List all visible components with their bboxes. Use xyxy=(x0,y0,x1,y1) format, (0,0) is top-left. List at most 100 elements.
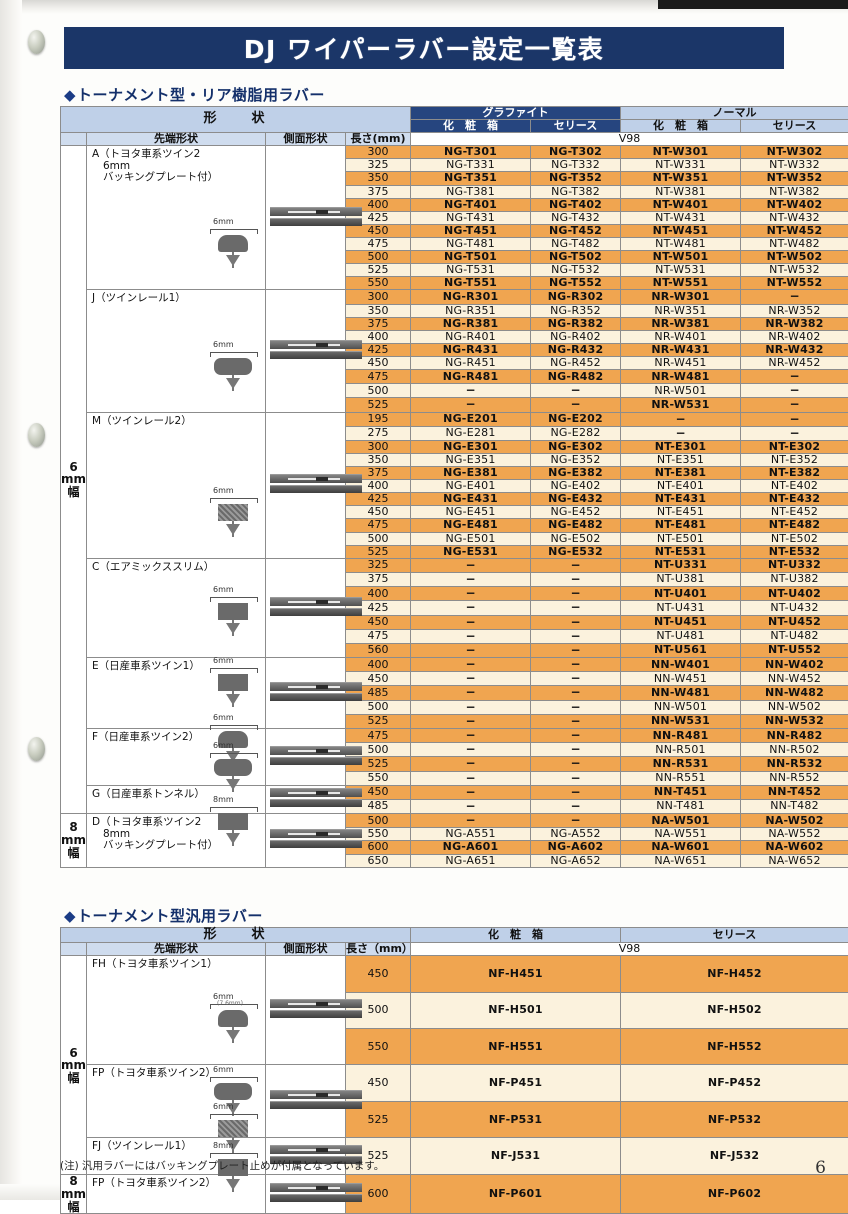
part-number-graphite-box: NG-E501 xyxy=(411,532,531,545)
part-number-normal-box: − xyxy=(621,426,741,440)
part-number-series: NF-H502 xyxy=(621,992,848,1028)
part-number-normal-box: NN-W481 xyxy=(621,686,741,700)
t2-header-box: 化 粧 箱 xyxy=(411,928,621,943)
part-number-normal-series: NR-W352 xyxy=(741,304,848,317)
length-cell: 525 xyxy=(346,545,411,558)
tip-body-shape xyxy=(218,235,248,252)
group-label: C（エアミックススリム） xyxy=(87,559,265,574)
tip-body-shape xyxy=(214,1083,252,1100)
part-number-graphite-box: NG-T431 xyxy=(411,211,531,224)
tip-width-label: 6mm xyxy=(213,657,234,666)
length-cell: 475 xyxy=(346,369,411,383)
part-number-normal-box: NT-E531 xyxy=(621,545,741,558)
part-number-graphite-box: NG-A651 xyxy=(411,854,531,867)
part-number-graphite-box: NG-T331 xyxy=(411,159,531,172)
part-number-graphite-series: NG-T332 xyxy=(531,159,621,172)
tip-width-caliper-icon xyxy=(210,352,258,357)
part-number-normal-box: NR-W381 xyxy=(621,317,741,330)
part-number-graphite-box: NG-E351 xyxy=(411,454,531,467)
rail-slot xyxy=(288,1149,340,1151)
length-cell: 325 xyxy=(346,558,411,572)
part-number-normal-box: − xyxy=(621,412,741,426)
part-number-graphite-box: − xyxy=(411,799,531,813)
binder-hole-2 xyxy=(28,423,45,447)
length-cell: 475 xyxy=(346,729,411,743)
side-shape-cell xyxy=(266,785,346,813)
header-graphite-box: 化 粧 箱 xyxy=(411,120,531,133)
length-cell: 500 xyxy=(346,814,411,828)
part-number-normal-series: NN-R502 xyxy=(741,743,848,757)
part-number-graphite-box: − xyxy=(411,686,531,700)
tip-width-label: 6mm xyxy=(213,487,234,496)
part-number-normal-series: NN-W482 xyxy=(741,686,848,700)
rail-nub xyxy=(316,1002,328,1006)
part-number-box: NF-H451 xyxy=(411,956,621,992)
part-number-graphite-series: − xyxy=(531,615,621,629)
part-number-graphite-series: − xyxy=(531,785,621,799)
part-number-graphite-box: NG-T351 xyxy=(411,172,531,185)
part-number-normal-series: NT-E302 xyxy=(741,440,848,453)
group-label: J（ツインレール1） xyxy=(87,290,265,305)
side-profile-drawing xyxy=(270,338,362,364)
part-number-graphite-box: NG-T401 xyxy=(411,198,531,211)
part-number-series: NF-P452 xyxy=(621,1065,848,1102)
tip-width-label: 6mm xyxy=(213,1066,234,1075)
part-number-graphite-series: NG-E202 xyxy=(531,412,621,426)
table2-head: 形 状 化 粧 箱 セリース 先端形状 側面形状 長さ（mm） V98 xyxy=(61,928,848,956)
part-number-normal-box: NT-W301 xyxy=(621,146,741,159)
tip-width-caliper-icon xyxy=(210,597,258,602)
part-number-graphite-series: NG-T302 xyxy=(531,146,621,159)
part-number-normal-series: NT-U482 xyxy=(741,629,848,643)
t2-header-v98: V98 xyxy=(411,943,848,956)
rail-slot xyxy=(288,1094,340,1096)
rail-slot xyxy=(288,792,340,794)
part-number-graphite-box: NG-R401 xyxy=(411,330,531,343)
part-number-graphite-series: NG-E532 xyxy=(531,545,621,558)
part-number-graphite-series: − xyxy=(531,700,621,714)
rail-nub xyxy=(316,749,328,753)
part-number-graphite-box: − xyxy=(411,629,531,643)
part-number-graphite-box: − xyxy=(411,658,531,672)
length-cell: 560 xyxy=(346,643,411,657)
tip-width-caliper-icon xyxy=(210,668,258,673)
part-number-normal-series: − xyxy=(741,426,848,440)
part-number-graphite-series: NG-E452 xyxy=(531,506,621,519)
tip-arrow xyxy=(226,779,240,790)
rail-lower xyxy=(270,757,362,765)
part-number-graphite-series: NG-A652 xyxy=(531,854,621,867)
header-row-3: 先端形状 側面形状 長さ(mm) V98 xyxy=(61,133,848,146)
side-shape-cell xyxy=(266,814,346,867)
length-cell: 375 xyxy=(346,317,411,330)
side-profile-drawing xyxy=(270,205,362,231)
rail-lower xyxy=(270,799,362,807)
t2-header-series: セリース xyxy=(621,928,848,943)
part-number-box: NF-P531 xyxy=(411,1101,621,1138)
part-number-normal-series: NT-W332 xyxy=(741,159,848,172)
part-number-series: NF-J532 xyxy=(621,1138,848,1175)
length-cell: 450 xyxy=(346,506,411,519)
section-one-title: トーナメント型・リア樹脂用ラバー xyxy=(77,86,325,104)
tip-width-label: 6mm xyxy=(213,586,234,595)
tip-body-shape xyxy=(214,759,252,776)
part-number-graphite-box: NG-T301 xyxy=(411,146,531,159)
part-number-series: NF-P532 xyxy=(621,1101,848,1138)
part-number-normal-box: NT-U381 xyxy=(621,572,741,586)
header-graphite-series: セリース xyxy=(531,120,621,133)
part-number-normal-box: NT-W481 xyxy=(621,237,741,250)
part-number-normal-series: NT-W482 xyxy=(741,237,848,250)
part-number-normal-box: NT-W551 xyxy=(621,277,741,290)
length-cell: 300 xyxy=(346,146,411,159)
tip-arrow xyxy=(226,1030,240,1041)
tip-shape-cell: M（ツインレール2）6mm xyxy=(87,412,266,558)
part-number-graphite-box: NG-E451 xyxy=(411,506,531,519)
part-number-normal-series: NN-W452 xyxy=(741,672,848,686)
scan-edge-left xyxy=(0,0,22,1200)
